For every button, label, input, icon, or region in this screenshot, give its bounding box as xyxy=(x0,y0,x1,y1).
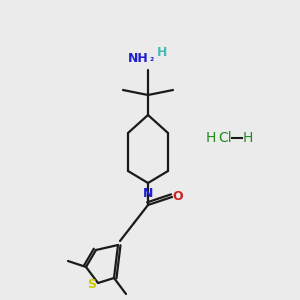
Text: N: N xyxy=(143,187,153,200)
Text: H: H xyxy=(243,131,253,145)
Text: H: H xyxy=(206,131,216,145)
Text: S: S xyxy=(88,278,97,292)
Text: O: O xyxy=(173,190,183,203)
Text: NH: NH xyxy=(128,52,148,64)
Text: ₂: ₂ xyxy=(149,53,153,63)
Text: H: H xyxy=(157,46,167,59)
Text: Cl: Cl xyxy=(218,131,232,145)
